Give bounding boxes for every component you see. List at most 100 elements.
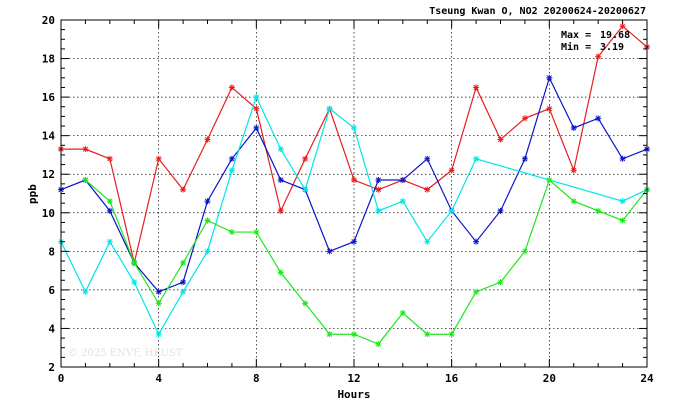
- y-tick-label: 14: [42, 130, 56, 143]
- series-line: [60, 95, 648, 336]
- data-point: [131, 279, 138, 286]
- min-value: 3.19: [600, 42, 624, 53]
- data-point: [82, 288, 89, 295]
- data-point: [106, 207, 113, 214]
- data-point: [106, 238, 113, 245]
- ticks-layer: [60, 19, 648, 368]
- data-point: [497, 207, 504, 214]
- data-point: [180, 259, 187, 266]
- data-point: [473, 288, 480, 295]
- data-point: [570, 124, 577, 131]
- data-point: [521, 115, 528, 122]
- data-point: [204, 248, 211, 255]
- data-point: [277, 177, 284, 184]
- data-point: [253, 124, 260, 131]
- y-tick-label: 8: [48, 245, 55, 258]
- data-point: [570, 198, 577, 205]
- data-point: [228, 167, 235, 174]
- data-point: [399, 198, 406, 205]
- data-point: [326, 331, 333, 338]
- y-tick-label: 4: [48, 322, 55, 335]
- data-point: [375, 207, 382, 214]
- data-point: [302, 155, 309, 162]
- data-point: [204, 198, 211, 205]
- data-point: [155, 155, 162, 162]
- data-point: [375, 177, 382, 184]
- x-tick-label: 8: [253, 372, 260, 385]
- data-point: [180, 279, 187, 286]
- y-tick-label: 10: [42, 207, 55, 220]
- data-point: [399, 310, 406, 317]
- data-point: [302, 300, 309, 307]
- data-point: [448, 331, 455, 338]
- data-point: [424, 331, 431, 338]
- data-point: [180, 288, 187, 295]
- x-axis-label: Hours: [337, 388, 370, 401]
- y-tick-label: 18: [42, 53, 55, 66]
- data-point: [326, 248, 333, 255]
- series-line: [85, 178, 648, 345]
- data-point: [521, 248, 528, 255]
- data-point: [302, 186, 309, 193]
- data-point: [619, 23, 626, 30]
- data-point: [277, 207, 284, 214]
- data-point: [473, 238, 480, 245]
- data-point: [351, 331, 357, 338]
- data-point: [204, 217, 211, 224]
- data-point: [228, 155, 235, 162]
- data-point: [155, 300, 162, 307]
- data-point: [180, 186, 187, 193]
- data-point: [546, 74, 553, 81]
- series-layer: [58, 23, 650, 348]
- data-point: [277, 269, 284, 276]
- data-point: [424, 238, 431, 245]
- data-point: [570, 167, 577, 174]
- data-point: [473, 84, 480, 91]
- data-point: [473, 155, 480, 162]
- data-point: [497, 279, 504, 286]
- data-point: [228, 84, 235, 91]
- data-point: [277, 146, 284, 153]
- data-point: [155, 288, 162, 295]
- data-point: [424, 155, 431, 162]
- x-tick-label: 4: [155, 372, 162, 385]
- data-point: [253, 229, 260, 236]
- y-tick-label: 2: [48, 361, 55, 374]
- data-point: [82, 177, 89, 184]
- data-point: [497, 136, 504, 143]
- data-point: [619, 155, 626, 162]
- data-point: [375, 186, 382, 193]
- series-4: [82, 177, 650, 348]
- data-point: [595, 53, 602, 60]
- data-point: [595, 115, 602, 122]
- x-tick-label: 20: [543, 372, 556, 385]
- x-tick-label: 16: [445, 372, 459, 385]
- data-point: [424, 186, 431, 193]
- data-point: [351, 177, 357, 184]
- data-point: [228, 229, 235, 236]
- data-point: [253, 105, 260, 112]
- y-tick-label: 12: [42, 168, 55, 181]
- y-tick-label: 16: [42, 91, 56, 104]
- data-point: [204, 136, 211, 143]
- data-point: [521, 155, 528, 162]
- data-point: [595, 207, 602, 214]
- data-point: [448, 207, 455, 214]
- data-point: [351, 238, 357, 245]
- min-label: Min =: [561, 41, 591, 53]
- y-tick-label: 6: [48, 284, 55, 297]
- data-point: [253, 94, 260, 101]
- data-point: [448, 167, 455, 174]
- data-point: [399, 177, 406, 184]
- y-tick-label: 20: [42, 14, 55, 27]
- data-point: [131, 259, 138, 266]
- data-point: [326, 105, 333, 112]
- data-point: [619, 217, 626, 224]
- data-point: [375, 341, 382, 348]
- data-point: [546, 105, 553, 112]
- x-tick-label: 12: [347, 372, 360, 385]
- max-value: 19.68: [600, 30, 630, 41]
- data-point: [82, 146, 89, 153]
